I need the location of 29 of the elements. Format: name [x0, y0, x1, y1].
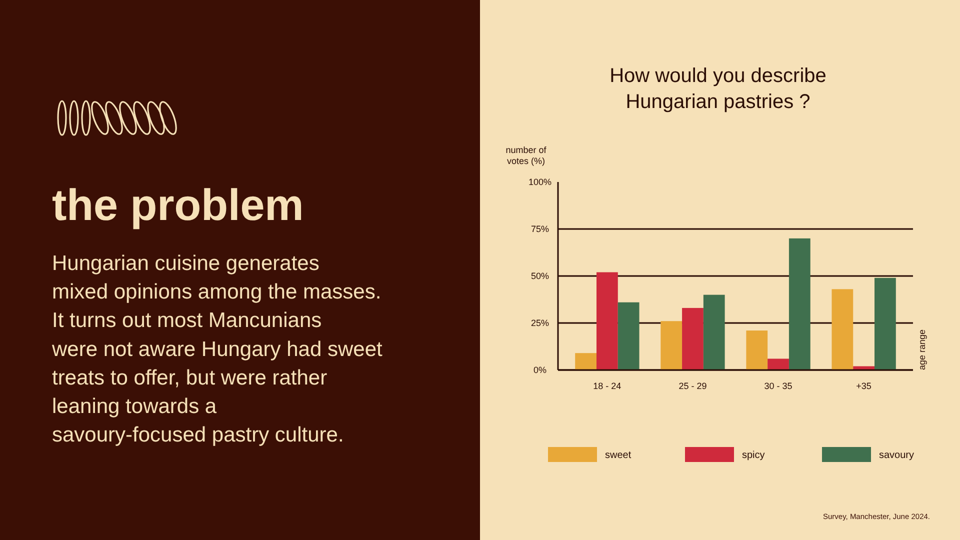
- legend-label: spicy: [742, 450, 765, 461]
- x-tick-label: 30 - 35: [764, 381, 792, 391]
- y-axis-title: number of votes (%): [506, 145, 547, 166]
- bar: [596, 272, 618, 370]
- bar: [746, 330, 768, 370]
- x-tick-label: +35: [856, 381, 872, 391]
- bar: [768, 358, 789, 370]
- bar: [682, 308, 704, 370]
- chart-title: How would you describe Hungarian pastries ?: [610, 65, 826, 113]
- y-tick-label: 75%: [530, 224, 550, 234]
- text: age range: [917, 329, 927, 370]
- y-tick-label: 25%: [530, 318, 550, 328]
- legend-label: savoury: [879, 450, 914, 461]
- bar: [832, 289, 854, 370]
- y-tick-label: 50%: [530, 271, 550, 281]
- bar: [703, 294, 725, 370]
- bar: [788, 238, 810, 370]
- text: the problem: [52, 181, 304, 230]
- bar: [618, 302, 640, 370]
- bar: [575, 353, 596, 370]
- text: Hungarian cuisine generates mixed opinions among the masses. It turns out most Mancunians were not aware Hungary had sweet treats to offer, but were rather leaning towards a savoury-focused pastry culture.: [51, 252, 383, 447]
- x-tick-label: 25 - 29: [678, 381, 707, 391]
- bar: [874, 278, 896, 370]
- legend-label: sweet: [605, 450, 632, 461]
- y-tick-label: 0%: [533, 365, 547, 375]
- x-tick-label: 18 - 24: [593, 381, 622, 391]
- y-tick-label: 100%: [528, 177, 552, 187]
- bar: [853, 366, 875, 370]
- bar: [660, 321, 682, 370]
